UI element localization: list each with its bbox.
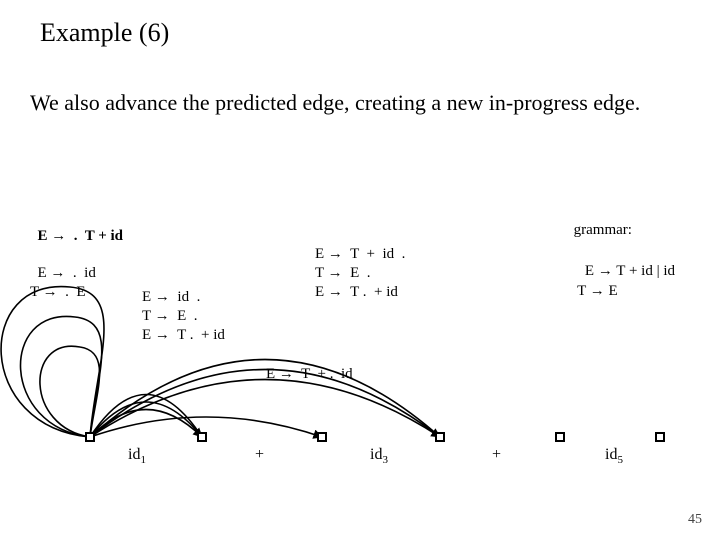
predict-edges-block: E → . T + id E → . id T → . E <box>30 208 123 302</box>
chart-token: + <box>255 446 264 464</box>
description-text: We also advance the predicted edge, crea… <box>30 88 690 118</box>
chart-token: id3 <box>370 446 388 466</box>
chart-token: id5 <box>605 446 623 466</box>
predict-edge-rest: E → . id T → . E <box>30 265 96 300</box>
chart-node <box>197 432 207 442</box>
grammar-label: grammar: <box>574 222 632 238</box>
completed-edges-block-1: E → id . T → E . E → T . + id <box>142 288 225 344</box>
predict-edge-bold: E → . T + id <box>38 228 124 244</box>
page-title: Example (6) <box>40 18 169 48</box>
inprogress-edge-line: E → T + . id <box>266 366 353 383</box>
chart-node <box>555 432 565 442</box>
grammar-rules: E → T + id | id T → E <box>566 263 675 299</box>
chart-node <box>85 432 95 442</box>
chart-token: + <box>492 446 501 464</box>
chart-token: id1 <box>128 446 146 466</box>
page-number: 45 <box>688 512 702 528</box>
grammar-block: grammar: E → T + id | id T → E <box>566 200 675 301</box>
chart-node <box>655 432 665 442</box>
chart-node <box>435 432 445 442</box>
chart-node <box>317 432 327 442</box>
completed-edges-block-2: E → T + id . T → E . E → T . + id <box>315 245 405 301</box>
